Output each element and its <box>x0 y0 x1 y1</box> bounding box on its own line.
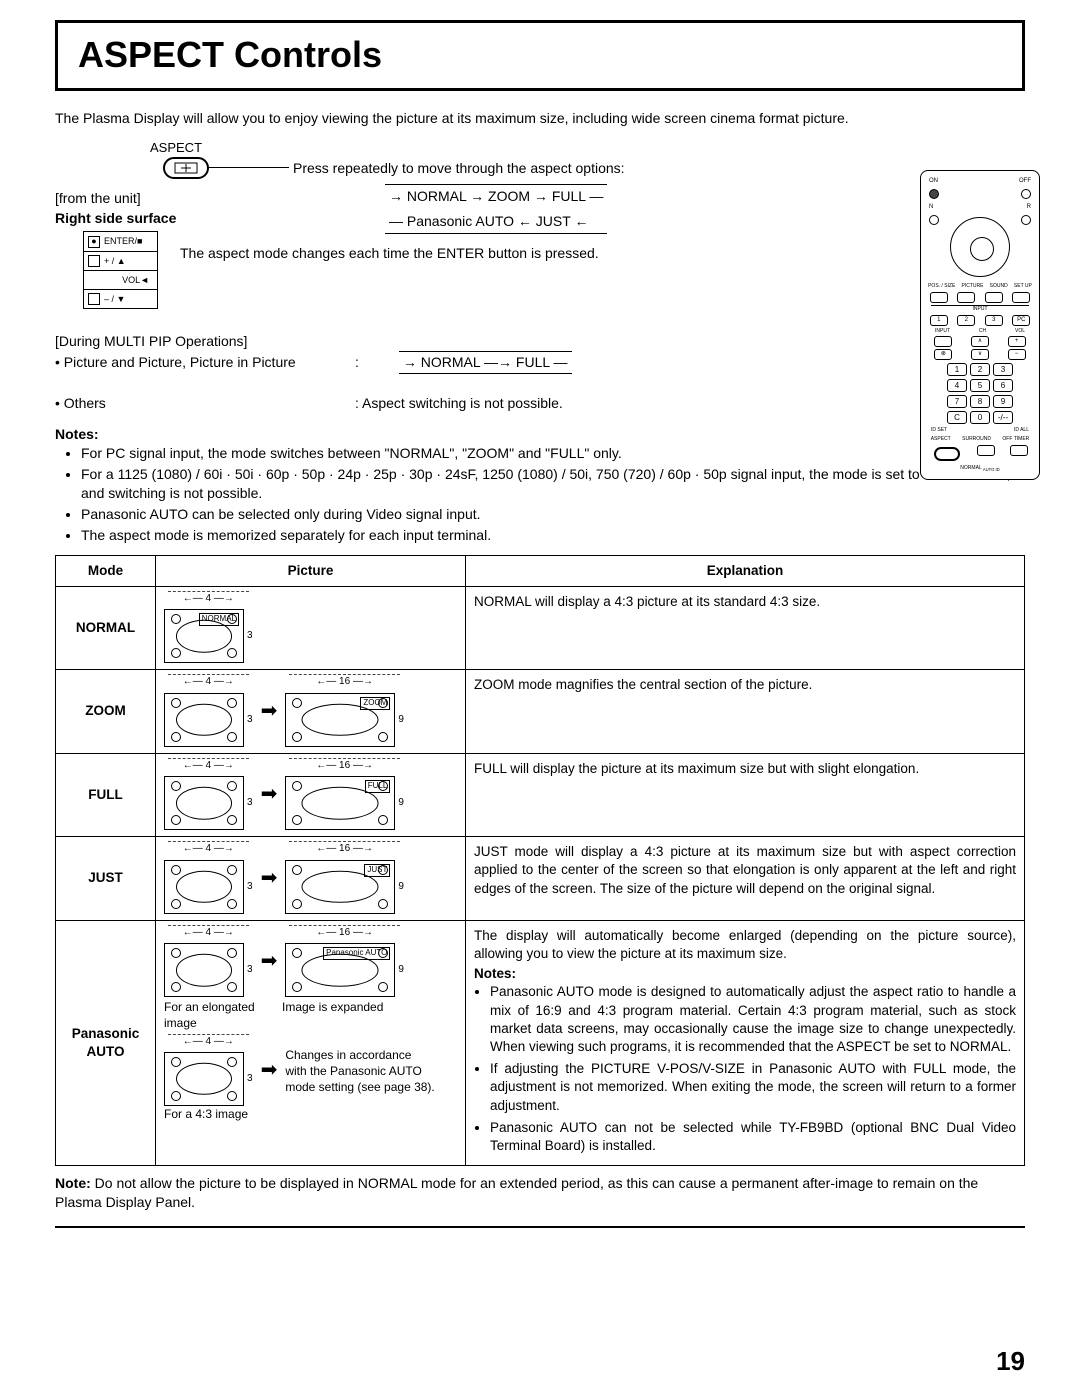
screen-diagram: ←— 4 —→ 3 <box>164 927 253 998</box>
remote-r-label: R <box>1027 203 1031 211</box>
remote-input-label: INPUT <box>931 305 1029 313</box>
unit-minus-button: – / ▼ <box>84 290 157 308</box>
table-mode-cell: ZOOM <box>56 670 156 754</box>
screen-diagram: ←— 4 —→ 3 <box>164 676 253 747</box>
page-title-box: ASPECT Controls <box>55 20 1025 91</box>
screen-diagram: ←— 4 —→ 3 <box>164 760 253 831</box>
aspect-cycle-diagram: → NORMAL → ZOOM → FULL — — Panasonic AUT… <box>385 184 607 236</box>
aspect-label: ASPECT <box>150 139 202 157</box>
table-mode-cell: JUST <box>56 837 156 921</box>
note-item: For PC signal input, the mode switches b… <box>81 444 1025 463</box>
table-mode-cell: Panasonic AUTO <box>56 920 156 1166</box>
unit-description: The aspect mode changes each time the EN… <box>180 244 599 263</box>
table-picture-cell: ←— 4 —→ 3 ➡ ←— 16 —→ Panasonic AUTO <box>156 920 466 1166</box>
multi-pip-others: • Others <box>55 394 355 413</box>
exp-note-item: Panasonic AUTO can not be selected while… <box>490 1119 1016 1155</box>
unit-enter-button: ●ENTER/■ <box>84 232 157 251</box>
unit-button-diagram: ●ENTER/■ + / ▲ VOL◄ – / ▼ <box>83 231 158 309</box>
arrow-right-icon: ➡ <box>261 948 278 975</box>
page-number: 19 <box>996 1344 1025 1379</box>
table-explanation-cell: ZOOM mode magnifies the central section … <box>466 670 1025 754</box>
screen-diagram: ←— 4 —→ 3 <box>164 1036 253 1107</box>
exp-intro: The display will automatically become en… <box>474 927 1016 963</box>
multi-pip-header: [During MULTI PIP Operations] <box>55 332 1025 351</box>
intro-text: The Plasma Display will allow you to enj… <box>55 109 1025 128</box>
table-explanation-cell: NORMAL will display a 4:3 picture at its… <box>466 586 1025 670</box>
table-picture-cell: ←— 4 —→ 3 ➡ ←— 16 —→ JUST <box>156 837 466 921</box>
pic-caption: Changes in accordance with the Panasonic… <box>285 1047 435 1096</box>
exp-note-item: Panasonic AUTO mode is designed to autom… <box>490 983 1016 1056</box>
multi-pip-section: [During MULTI PIP Operations] • Picture … <box>55 332 1025 413</box>
notes-header: Notes: <box>55 425 1025 444</box>
pic-caption: For an elongated image <box>164 999 274 1031</box>
table-explanation-cell: FULL will display the picture at its max… <box>466 753 1025 837</box>
unit-plus-button: + / ▲ <box>84 252 157 271</box>
exp-notes-header: Notes: <box>474 965 1016 983</box>
remote-n-button <box>929 215 939 225</box>
remote-on-label: ON <box>929 177 938 185</box>
multi-pip-cycle: → NORMAL —→ FULL — <box>399 351 572 374</box>
table-picture-cell: ←— 4 —→ 3 ➡ ←— 16 —→ ZOOM <box>156 670 466 754</box>
pic-caption: For a 4:3 image <box>164 1106 457 1122</box>
footer-rule <box>55 1226 1025 1228</box>
note-item: Panasonic AUTO can be selected only duri… <box>81 505 1025 524</box>
note-item: The aspect mode is memorized separately … <box>81 526 1025 545</box>
remote-keypad: 123 456 789 C0-/-- <box>925 363 1035 424</box>
table-explanation-cell: JUST mode will display a 4:3 picture at … <box>466 837 1025 921</box>
table-picture-cell: ←— 4 —→ NORMAL 3 <box>156 586 466 670</box>
footer-note-text: Do not allow the picture to be displayed… <box>55 1175 978 1210</box>
exp-note-item: If adjusting the PICTURE V-POS/V-SIZE in… <box>490 1060 1016 1115</box>
aspect-mode-table: Mode Picture Explanation NORMAL ←— 4 —→ … <box>55 555 1025 1167</box>
arrow-right-icon: ➡ <box>261 1057 278 1084</box>
aspect-button-icon <box>163 157 209 179</box>
aspect-instruction: Press repeatedly to move through the asp… <box>293 159 625 178</box>
screen-diagram: ←— 16 —→ FULL 9 <box>285 760 404 831</box>
remote-r-button <box>1021 215 1031 225</box>
table-mode-cell: FULL <box>56 753 156 837</box>
arrow-right-icon: ➡ <box>261 698 278 725</box>
from-unit-label: [from the unit] <box>55 189 141 208</box>
pic-caption: Image is expanded <box>282 999 383 1031</box>
right-side-surface-label: Right side surface <box>55 209 176 228</box>
screen-diagram: ←— 16 —→ ZOOM 9 <box>285 676 404 747</box>
footer-note: Note: Do not allow the picture to be dis… <box>55 1174 1025 1212</box>
table-picture-cell: ←— 4 —→ 3 ➡ ←— 16 —→ FULL <box>156 753 466 837</box>
screen-diagram: ←— 4 —→ NORMAL 3 <box>164 593 253 664</box>
unit-vol-label: VOL◄ <box>84 271 157 290</box>
screen-diagram: ←— 4 —→ 3 <box>164 843 253 914</box>
remote-aspect-button-highlighted <box>934 447 960 461</box>
exp-notes-list: Panasonic AUTO mode is designed to autom… <box>474 983 1016 1155</box>
th-explanation: Explanation <box>466 555 1025 586</box>
notes-list: For PC signal input, the mode switches b… <box>55 444 1025 544</box>
screen-diagram: ←— 16 —→ JUST 9 <box>285 843 404 914</box>
th-mode: Mode <box>56 555 156 586</box>
remote-control-diagram: ON OFF N R POS. / SIZEPICTURESOUNDSET UP… <box>920 170 1040 480</box>
remote-dpad <box>950 217 1010 277</box>
remote-on-circle <box>929 189 939 199</box>
note-item: For a 1125 (1080) / 60i · 50i · 60p · 50… <box>81 465 1025 503</box>
footer-note-label: Note: <box>55 1175 91 1191</box>
arrow-right-icon: ➡ <box>261 865 278 892</box>
arrow-right-icon: ➡ <box>261 781 278 808</box>
remote-off-label: OFF <box>1019 177 1031 185</box>
remote-off-circle <box>1021 189 1031 199</box>
cycle-row-top: → NORMAL → ZOOM → FULL — <box>385 184 607 208</box>
screen-diagram: ←— 16 —→ Panasonic AUTO 9 <box>285 927 404 998</box>
th-picture: Picture <box>156 555 466 586</box>
aspect-instruction-area: ASPECT Press repeatedly to move through … <box>55 139 1025 324</box>
table-mode-cell: NORMAL <box>56 586 156 670</box>
cycle-row-bottom: — Panasonic AUTO ← JUST ← <box>385 210 607 234</box>
page-title: ASPECT Controls <box>78 31 1002 80</box>
table-explanation-cell: The display will automatically become en… <box>466 920 1025 1166</box>
multi-pip-others-text: : Aspect switching is not possible. <box>355 394 563 413</box>
multi-pip-pp: • Picture and Picture, Picture in Pictur… <box>55 353 355 372</box>
connector-line <box>209 167 289 168</box>
remote-n-label: N <box>929 203 933 211</box>
